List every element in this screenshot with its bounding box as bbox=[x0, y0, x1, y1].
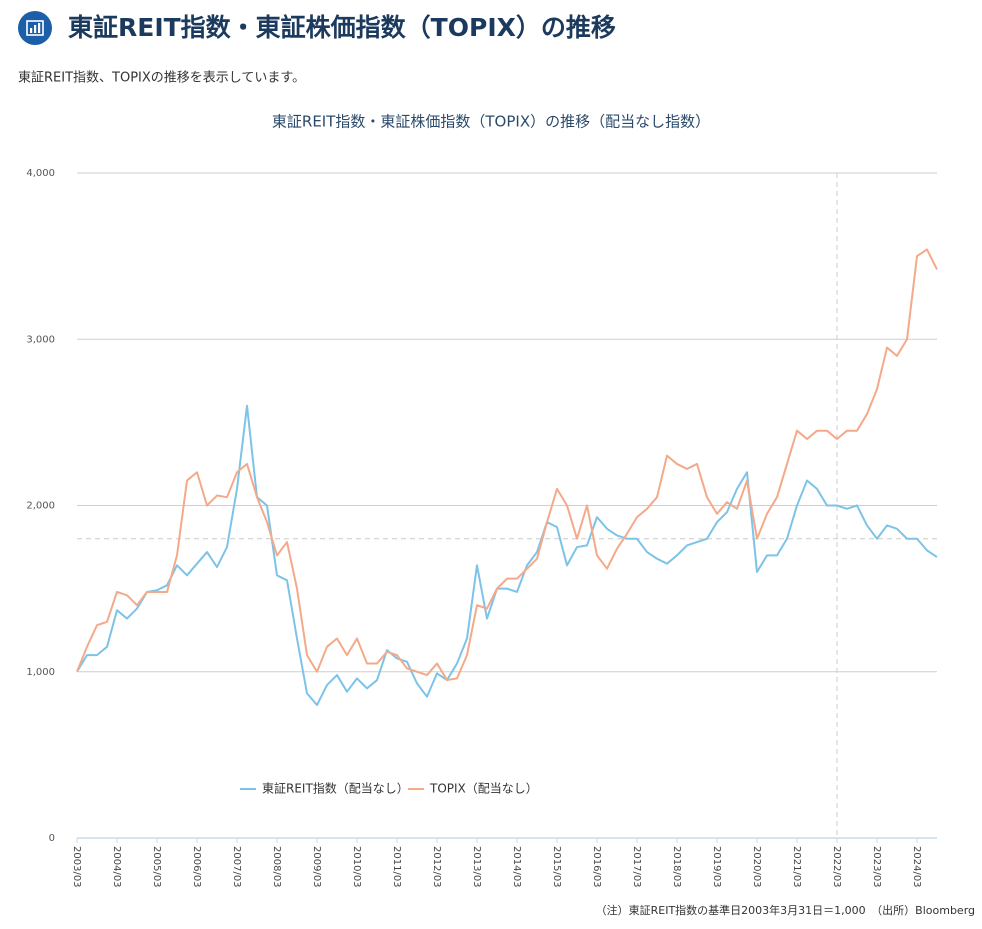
x-tick-label: 2017/03 bbox=[631, 846, 642, 888]
x-tick-label: 2011/03 bbox=[391, 846, 402, 888]
y-tick-label: 2,000 bbox=[26, 501, 55, 512]
x-tick-label: 2024/03 bbox=[911, 846, 922, 888]
x-tick-label: 2015/03 bbox=[551, 846, 562, 888]
y-tick-label: 4,000 bbox=[26, 168, 55, 179]
x-tick-label: 2010/03 bbox=[351, 846, 362, 888]
x-tick-label: 2004/03 bbox=[111, 846, 122, 888]
x-tick-label: 2022/03 bbox=[831, 846, 842, 888]
x-tick-label: 2007/03 bbox=[231, 846, 242, 888]
x-tick-label: 2012/03 bbox=[431, 846, 442, 888]
x-tick-label: 2023/03 bbox=[871, 846, 882, 888]
x-tick-label: 2021/03 bbox=[791, 846, 802, 888]
x-tick-label: 2006/03 bbox=[191, 846, 202, 888]
header-icon bbox=[18, 11, 52, 45]
legend-label: 東証REIT指数（配当なし） bbox=[262, 781, 409, 796]
footnote: （注）東証REIT指数の基準日2003年3月31日＝1,000 （出所）Bloo… bbox=[596, 903, 975, 917]
y-tick-label: 3,000 bbox=[26, 334, 55, 345]
series-line bbox=[76, 248, 938, 682]
x-tick-label: 2005/03 bbox=[151, 846, 162, 888]
x-tick-label: 2019/03 bbox=[711, 846, 722, 888]
x-tick-label: 2014/03 bbox=[511, 846, 522, 888]
x-tick-label: 2013/03 bbox=[471, 846, 482, 888]
x-tick-label: 2016/03 bbox=[591, 846, 602, 888]
series-line bbox=[76, 404, 938, 706]
x-tick-label: 2018/03 bbox=[671, 846, 682, 888]
x-tick-label: 2020/03 bbox=[751, 846, 762, 888]
page-title: 東証REIT指数・東証株価指数（TOPIX）の推移 bbox=[68, 13, 616, 42]
chart-title: 東証REIT指数・東証株価指数（TOPIX）の推移（配当なし指数） bbox=[272, 113, 710, 131]
legend-label: TOPIX（配当なし） bbox=[429, 782, 538, 796]
page-subtitle: 東証REIT指数、TOPIXの推移を表示しています。 bbox=[18, 70, 305, 86]
y-tick-label: 1,000 bbox=[26, 667, 55, 678]
x-tick-label: 2008/03 bbox=[271, 846, 282, 888]
x-tick-label: 2003/03 bbox=[71, 846, 82, 888]
y-tick-label: 0 bbox=[49, 833, 55, 844]
x-tick-label: 2009/03 bbox=[311, 846, 322, 888]
